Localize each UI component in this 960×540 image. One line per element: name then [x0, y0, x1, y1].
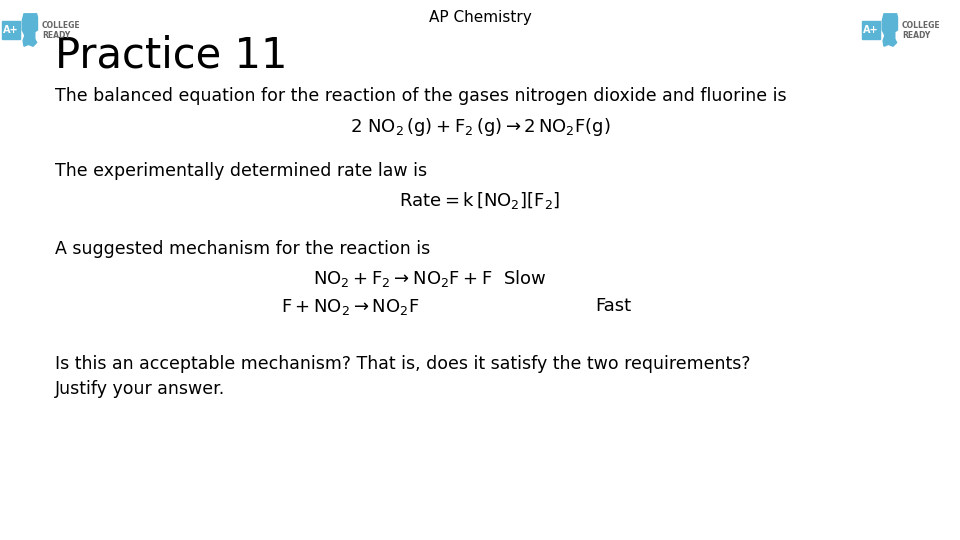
Text: The balanced equation for the reaction of the gases nitrogen dioxide and fluorin: The balanced equation for the reaction o… — [55, 87, 786, 105]
Text: A suggested mechanism for the reaction is: A suggested mechanism for the reaction i… — [55, 240, 430, 258]
Bar — [2, 21, 20, 39]
Text: $\mathrm{NO_2 + F_2 \rightarrow NO_2F + F}$  Slow: $\mathrm{NO_2 + F_2 \rightarrow NO_2F + … — [313, 268, 547, 289]
Text: READY: READY — [902, 30, 930, 39]
Text: Is this an acceptable mechanism? That is, does it satisfy the two requirements?: Is this an acceptable mechanism? That is… — [55, 355, 751, 373]
Polygon shape — [22, 14, 37, 46]
Bar — [862, 21, 880, 39]
Text: COLLEGE: COLLEGE — [42, 22, 81, 30]
Text: $\mathrm{Rate = k\, [NO_2][F_2]}$: $\mathrm{Rate = k\, [NO_2][F_2]}$ — [399, 190, 561, 211]
Text: A+: A+ — [3, 25, 19, 35]
Text: A+: A+ — [863, 25, 878, 35]
Text: The experimentally determined rate law is: The experimentally determined rate law i… — [55, 162, 427, 180]
Text: Fast: Fast — [595, 297, 631, 315]
Text: AP Chemistry: AP Chemistry — [428, 10, 532, 25]
Text: $2\ \mathrm{NO_2\,(g) + F_2\,(g) \rightarrow 2\, NO_2F(g)}$: $2\ \mathrm{NO_2\,(g) + F_2\,(g) \righta… — [349, 116, 611, 138]
Text: COLLEGE: COLLEGE — [902, 22, 941, 30]
Text: Practice 11: Practice 11 — [55, 35, 287, 77]
Text: Justify your answer.: Justify your answer. — [55, 380, 226, 398]
Text: $\mathrm{F + NO_2 \rightarrow NO_2F}$: $\mathrm{F + NO_2 \rightarrow NO_2F}$ — [280, 297, 420, 317]
Text: READY: READY — [42, 30, 70, 39]
Polygon shape — [882, 14, 898, 46]
